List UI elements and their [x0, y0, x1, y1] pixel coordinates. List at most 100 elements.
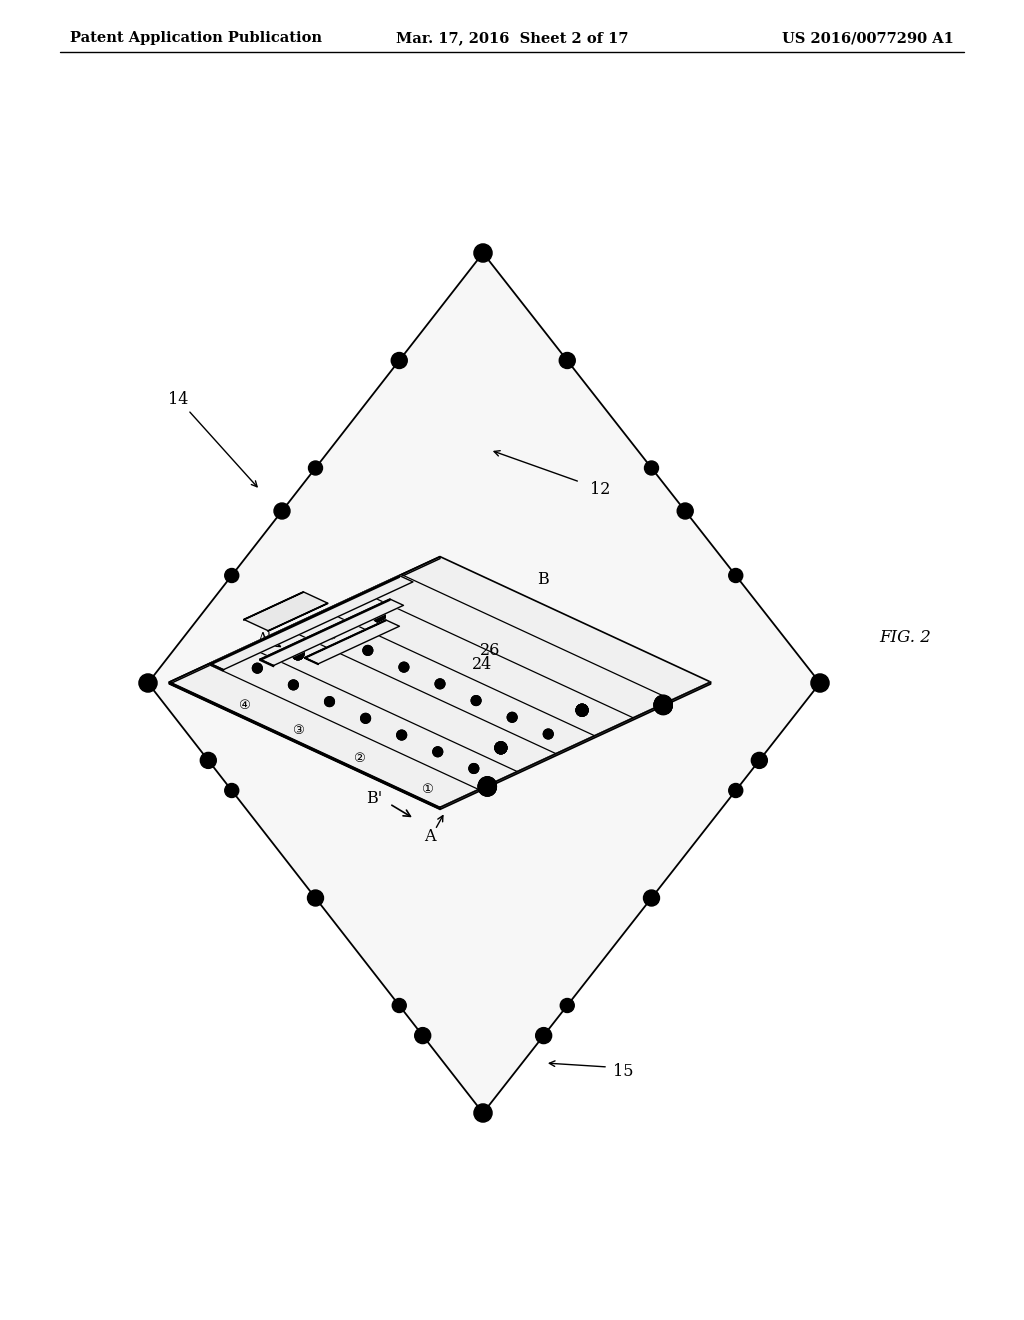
- Circle shape: [327, 628, 337, 639]
- Circle shape: [292, 648, 304, 660]
- Polygon shape: [210, 576, 399, 665]
- Circle shape: [391, 352, 408, 368]
- Circle shape: [560, 354, 574, 367]
- Circle shape: [577, 704, 588, 717]
- Text: 14: 14: [168, 392, 188, 408]
- Circle shape: [644, 891, 658, 906]
- Circle shape: [495, 742, 507, 754]
- Text: ②: ②: [353, 751, 365, 764]
- Circle shape: [392, 354, 407, 367]
- Circle shape: [507, 713, 517, 722]
- Circle shape: [478, 777, 497, 795]
- Circle shape: [274, 503, 290, 519]
- Circle shape: [469, 763, 479, 774]
- Circle shape: [392, 998, 407, 1012]
- Circle shape: [478, 777, 497, 796]
- Polygon shape: [260, 659, 273, 667]
- Circle shape: [536, 1027, 552, 1044]
- Text: FIG. 2: FIG. 2: [879, 628, 931, 645]
- Circle shape: [396, 730, 407, 741]
- Text: B: B: [537, 572, 549, 587]
- Circle shape: [577, 704, 588, 717]
- Polygon shape: [169, 557, 711, 808]
- Circle shape: [654, 697, 672, 714]
- Circle shape: [495, 742, 507, 754]
- Circle shape: [559, 352, 575, 368]
- Circle shape: [399, 663, 409, 672]
- Polygon shape: [260, 599, 403, 665]
- Circle shape: [433, 747, 442, 756]
- Circle shape: [495, 742, 507, 754]
- Circle shape: [544, 729, 553, 739]
- Circle shape: [729, 569, 742, 582]
- Polygon shape: [440, 682, 711, 809]
- Circle shape: [471, 696, 481, 706]
- Polygon shape: [169, 682, 440, 809]
- Circle shape: [471, 696, 481, 706]
- Circle shape: [308, 461, 323, 475]
- Circle shape: [577, 704, 588, 717]
- Circle shape: [252, 663, 262, 673]
- Circle shape: [373, 610, 385, 622]
- Circle shape: [139, 675, 157, 692]
- Text: ④: ④: [238, 698, 250, 711]
- Circle shape: [224, 569, 239, 582]
- Text: US 2016/0077290 A1: US 2016/0077290 A1: [782, 30, 954, 45]
- Polygon shape: [148, 253, 820, 1113]
- Circle shape: [201, 752, 216, 768]
- Text: B': B': [367, 791, 383, 808]
- Circle shape: [469, 763, 479, 774]
- Circle shape: [308, 891, 323, 906]
- Circle shape: [292, 648, 304, 660]
- Circle shape: [495, 742, 507, 754]
- Text: ①: ①: [421, 783, 432, 796]
- Circle shape: [811, 675, 829, 692]
- Text: 15: 15: [613, 1064, 634, 1081]
- Circle shape: [654, 696, 672, 714]
- Polygon shape: [305, 657, 318, 664]
- Circle shape: [325, 697, 335, 706]
- Circle shape: [478, 777, 497, 796]
- Circle shape: [577, 704, 588, 717]
- Circle shape: [677, 503, 693, 519]
- Circle shape: [654, 696, 672, 714]
- Circle shape: [289, 680, 298, 690]
- Circle shape: [507, 713, 517, 722]
- Circle shape: [752, 752, 767, 768]
- Polygon shape: [210, 576, 413, 669]
- Polygon shape: [268, 603, 328, 631]
- Polygon shape: [260, 599, 390, 660]
- Circle shape: [544, 729, 553, 739]
- Text: 24: 24: [472, 656, 493, 673]
- Text: Mar. 17, 2016  Sheet 2 of 17: Mar. 17, 2016 Sheet 2 of 17: [395, 30, 629, 45]
- Circle shape: [478, 777, 497, 796]
- Circle shape: [224, 784, 239, 797]
- Circle shape: [577, 704, 588, 717]
- Circle shape: [560, 998, 574, 1012]
- Circle shape: [433, 747, 442, 756]
- Polygon shape: [244, 591, 328, 631]
- Circle shape: [474, 244, 492, 261]
- Circle shape: [644, 461, 658, 475]
- Polygon shape: [305, 620, 399, 664]
- Circle shape: [399, 663, 409, 672]
- Circle shape: [360, 713, 371, 723]
- Text: A: A: [424, 829, 436, 845]
- Circle shape: [654, 696, 672, 714]
- Circle shape: [478, 776, 497, 795]
- Circle shape: [435, 678, 445, 689]
- Circle shape: [373, 610, 385, 622]
- Circle shape: [362, 645, 373, 656]
- Circle shape: [289, 680, 298, 690]
- Circle shape: [654, 697, 672, 714]
- Polygon shape: [210, 664, 223, 672]
- Circle shape: [373, 610, 385, 622]
- Circle shape: [654, 696, 672, 713]
- Circle shape: [643, 890, 659, 906]
- Text: 12: 12: [590, 482, 610, 499]
- Circle shape: [327, 628, 337, 639]
- Circle shape: [252, 663, 262, 673]
- Circle shape: [292, 648, 304, 660]
- Circle shape: [373, 610, 385, 622]
- Circle shape: [292, 648, 304, 660]
